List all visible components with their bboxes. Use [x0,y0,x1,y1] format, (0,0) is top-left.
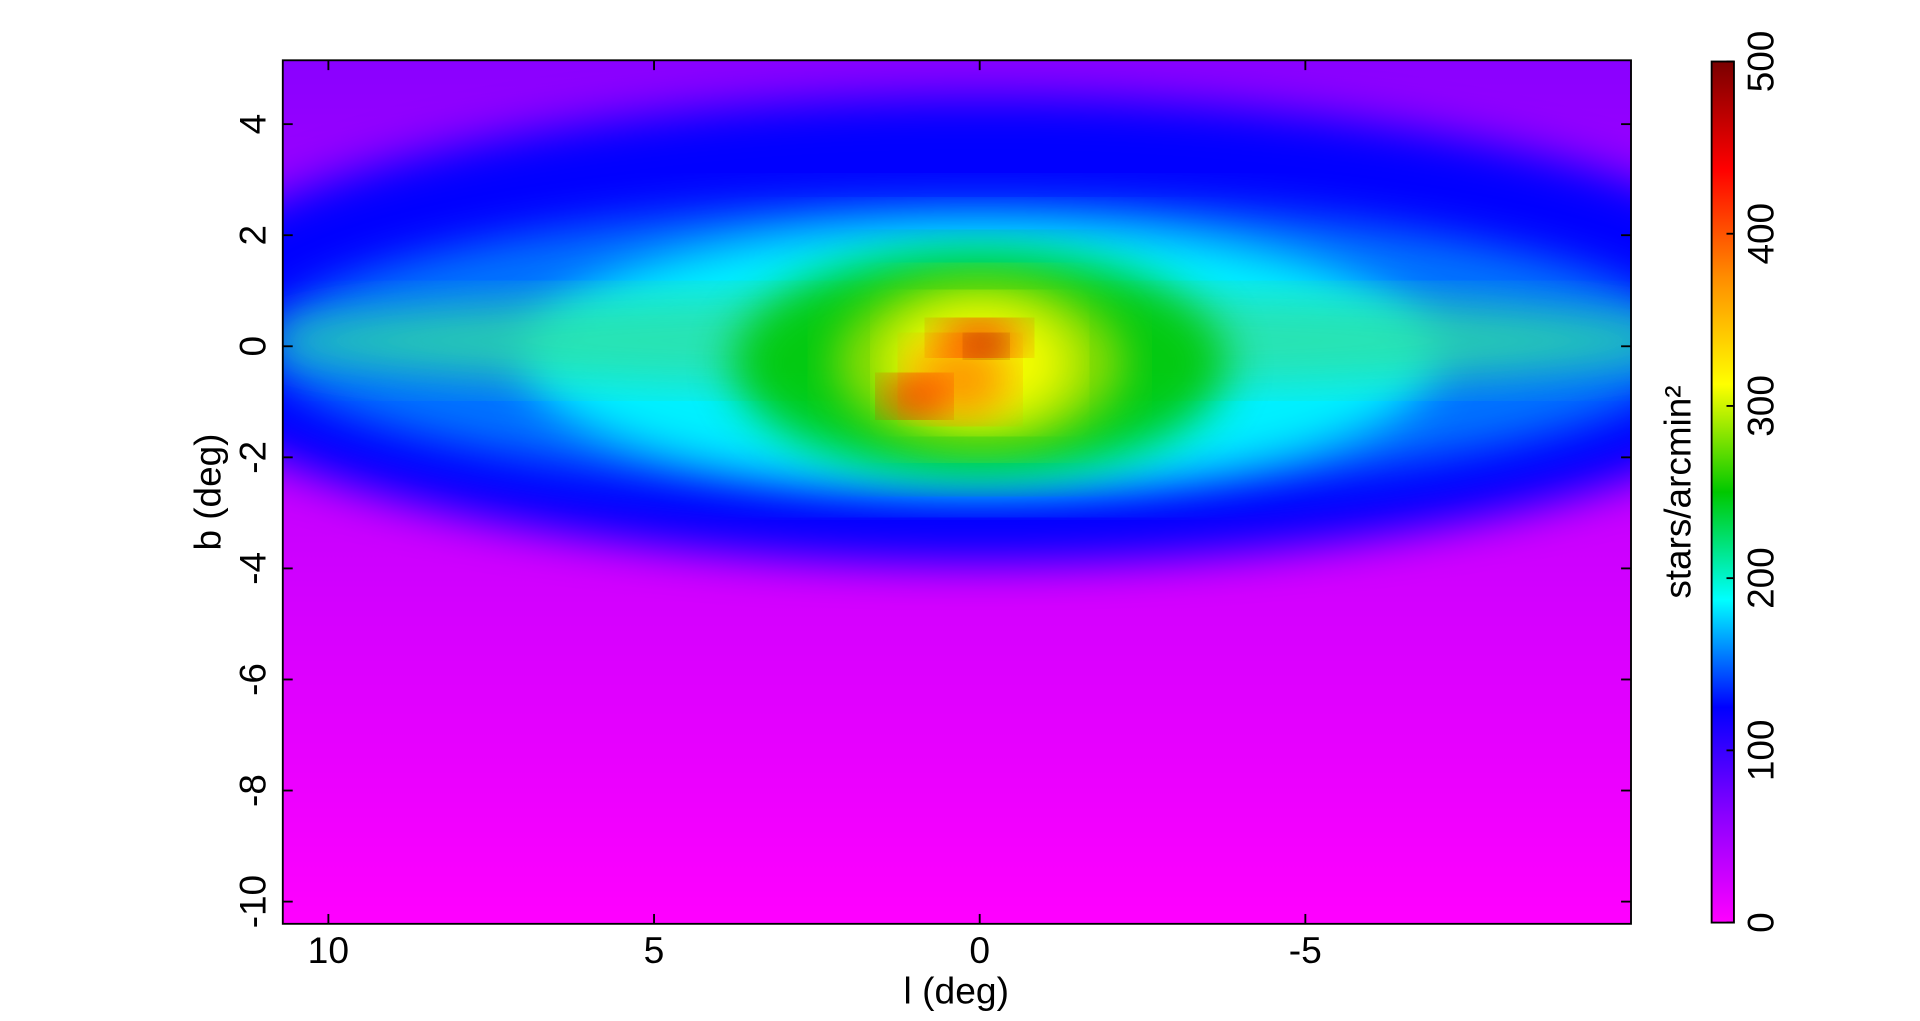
colorbar-tick-label: 400 [1739,203,1781,265]
heatmap-image [282,60,1632,924]
colorbar-tick-label: 200 [1739,547,1781,609]
y-tick-label: -6 [231,663,273,696]
colorbar-tick-label: 300 [1739,375,1781,437]
y-tick-label: 0 [231,336,273,357]
x-axis-label: l (deg) [904,970,1009,1012]
y-tick-label: 2 [231,225,273,246]
density-region [881,376,948,416]
x-tick-label: -5 [1289,929,1322,971]
colorbar [1710,60,1735,924]
y-tick-label: 4 [231,114,273,135]
colorbar-tick-label: 100 [1739,720,1781,782]
y-axis-label: b (deg) [187,434,229,551]
plot-frame [281,59,1632,925]
y-tick-label: -10 [231,875,273,928]
y-tick-label: -8 [231,774,273,807]
y-tick-label: -2 [231,441,273,474]
x-tick-label: 5 [644,929,665,971]
colorbar-label: stars/arcmin² [1656,385,1698,598]
colorbar-tick-label: 500 [1739,31,1781,93]
x-tick-label: 0 [969,929,990,971]
x-tick-label: 10 [308,929,349,971]
y-tick-label: -4 [231,552,273,585]
density-region [966,335,1006,358]
colorbar-tick-label: 0 [1739,912,1781,933]
